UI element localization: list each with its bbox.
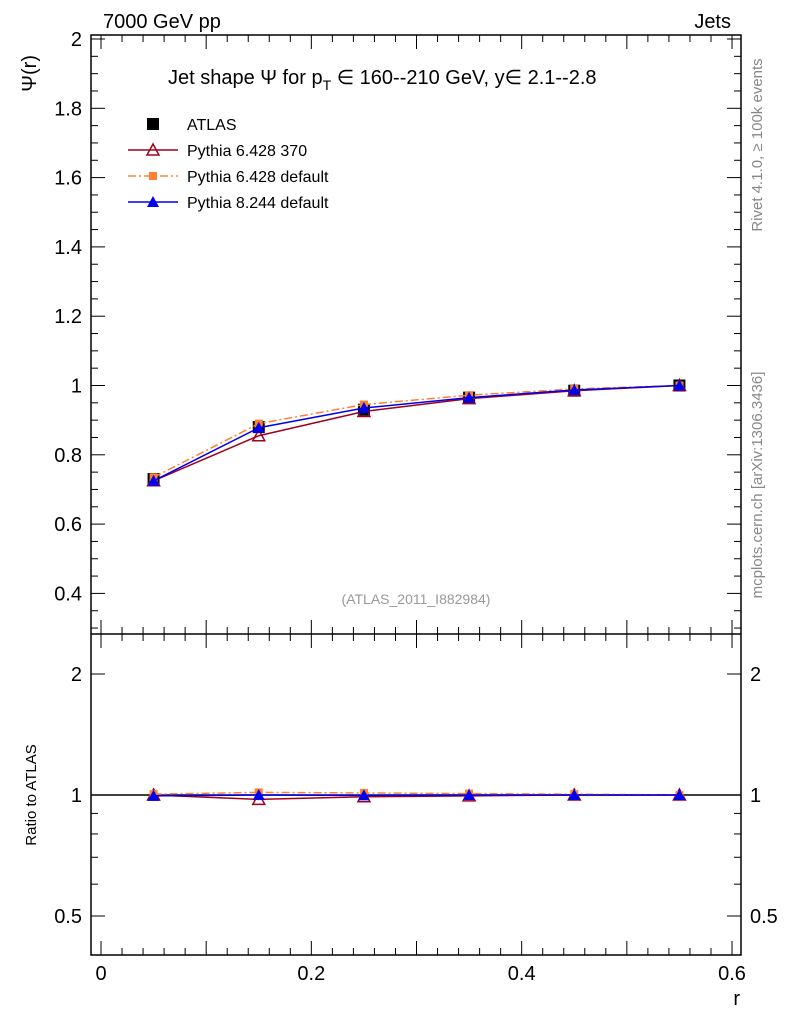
data-point — [673, 379, 686, 391]
legend-marker — [145, 142, 161, 156]
legend-marker — [147, 196, 159, 207]
data-point — [357, 402, 370, 414]
chart-title: Jet shape Ψ for pT ∈ 160--210 GeV, y∈ 2.… — [168, 67, 597, 93]
ratio-y-tick-label-right: 1 — [750, 785, 761, 807]
ratio-data-point — [357, 789, 370, 801]
y-tick-label: 2 — [71, 29, 82, 51]
ratio-data-point — [673, 789, 686, 800]
x-tick-label: 0.2 — [297, 963, 325, 985]
y-tick-label: 1.4 — [54, 237, 82, 259]
rivet-label: Rivet 4.1.0, ≥ 100k events — [749, 58, 766, 231]
data-point — [568, 384, 581, 396]
y-tick-label: 1.6 — [54, 168, 82, 190]
ratio-data-point — [147, 789, 160, 801]
x-tick-label: 0.4 — [508, 963, 536, 985]
y-tick-label: 1.8 — [54, 98, 82, 120]
data-point — [463, 391, 476, 403]
ratio-data-point — [568, 789, 581, 800]
y-tick-label: 0.6 — [54, 514, 82, 536]
header-left: 7000 GeV pp — [103, 11, 221, 33]
y-axis-label: Ψ(r) — [19, 55, 41, 92]
y-tick-label: 0.4 — [54, 583, 82, 605]
y-tick-label: 1 — [71, 376, 82, 398]
data-point — [147, 474, 160, 486]
ratio-y-axis-label: Ratio to ATLAS — [23, 744, 40, 845]
ratio-data-point — [252, 789, 265, 800]
mcplots-label: mcplots.cern.ch [arXiv:1306.3436] — [749, 372, 766, 599]
ratio-data-point — [463, 789, 476, 800]
header-right: Jets — [694, 11, 731, 33]
legend-label: Pythia 8.244 default — [187, 195, 329, 212]
data-point — [251, 428, 267, 442]
x-axis-label: r — [733, 988, 740, 1010]
legend-label: ATLAS — [187, 117, 237, 134]
series-line — [153, 384, 680, 478]
ratio-y-tick-label: 1 — [71, 785, 82, 807]
ratio-series-line — [153, 794, 680, 797]
data-point — [252, 421, 265, 433]
y-tick-label: 1.2 — [54, 306, 82, 328]
ratio-y-tick-label: 2 — [71, 664, 82, 686]
x-tick-label: 0 — [95, 963, 106, 985]
legend-label: Pythia 6.428 default — [187, 169, 329, 186]
ratio-y-tick-label-right: 0.5 — [750, 906, 778, 928]
plot-frame — [90, 34, 742, 956]
legend-label: Pythia 6.428 370 — [187, 143, 307, 160]
y-tick-label: 0.8 — [54, 445, 82, 467]
series-line — [153, 384, 680, 482]
legend-marker — [149, 172, 157, 180]
legend-marker — [147, 118, 159, 130]
x-tick-label: 0.6 — [718, 963, 746, 985]
analysis-watermark: (ATLAS_2011_I882984) — [342, 591, 491, 607]
ratio-y-tick-label-right: 2 — [750, 664, 761, 686]
ratio-y-tick-label: 0.5 — [54, 906, 82, 928]
